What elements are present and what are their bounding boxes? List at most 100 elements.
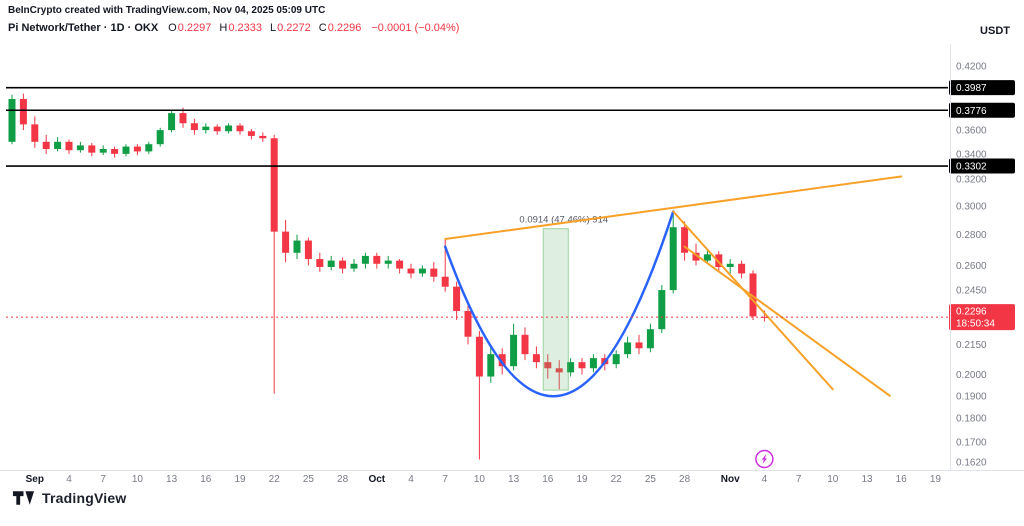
time-tick-label: 25: [645, 474, 657, 485]
time-tick-label: 19: [234, 474, 246, 485]
candle-body: [612, 354, 620, 365]
candle-body: [555, 368, 563, 373]
time-tick-label: 16: [896, 474, 908, 485]
candle-body: [384, 260, 392, 264]
candle-body: [692, 252, 700, 261]
time-tick-label: 4: [66, 474, 72, 485]
candle-body: [202, 126, 210, 131]
time-tick-label: 16: [542, 474, 554, 485]
cup-pattern-curve[interactable]: [443, 210, 675, 398]
price-range-measurement[interactable]: 0.0914 (47.46%) 914: [519, 215, 608, 391]
candle-body: [726, 263, 734, 267]
price-level-badge: 0.3987: [949, 80, 1015, 96]
candle-body: [624, 342, 632, 355]
candle-body: [225, 125, 233, 132]
candle-body: [760, 316, 768, 318]
chart-canvas[interactable]: [0, 44, 950, 470]
time-tick-label: 4: [408, 474, 414, 485]
time-tick-label: Oct: [368, 474, 385, 485]
candle-body: [133, 146, 141, 152]
candle-body: [99, 148, 107, 153]
candle-body: [350, 263, 358, 269]
time-tick-label: 19: [930, 474, 942, 485]
time-tick-label: 25: [303, 474, 315, 485]
candle-body: [316, 259, 324, 267]
candle-body: [156, 130, 164, 145]
candle-body: [396, 260, 404, 269]
time-tick-label: Nov: [721, 474, 740, 485]
candle-body: [236, 125, 244, 132]
ohlc-high: H0.2333: [219, 22, 262, 34]
candle-body: [635, 342, 643, 349]
time-tick-label: 16: [200, 474, 212, 485]
candle-body: [567, 362, 575, 373]
price-level-badge-text: 0.3302: [956, 162, 987, 173]
price-axis[interactable]: 0.4200 0.3600 0.3400 0.3200 0.3000 0.2800 0.26…: [956, 62, 987, 469]
ohlc-close: C0.2296: [318, 22, 362, 34]
time-tick-label: Sep: [26, 474, 44, 485]
tradingview-logo[interactable]: TradingView: [12, 489, 126, 507]
time-tick-label: 10: [474, 474, 486, 485]
time-tick-label: 13: [861, 474, 873, 485]
candle-body: [475, 336, 483, 377]
price-tick-label: 0.2450: [956, 286, 987, 297]
last-price-value: 0.2296: [956, 307, 987, 318]
price-tick-label: 0.3200: [956, 175, 987, 186]
candle-body: [749, 273, 757, 317]
candle-body: [88, 145, 96, 153]
candle-body: [510, 334, 518, 367]
time-tick-label: 7: [100, 474, 106, 485]
candle-body: [361, 255, 369, 264]
candle-body: [589, 358, 597, 369]
candle-body: [681, 227, 689, 253]
candle-body: [293, 240, 301, 253]
price-tick-label: 0.2600: [956, 261, 987, 272]
time-tick-label: 7: [796, 474, 802, 485]
symbol-title[interactable]: Pi Network/Tether · 1D · OKX: [8, 22, 159, 34]
candle-body: [42, 141, 50, 149]
candle-body: [464, 310, 472, 337]
price-tick-label: 0.2800: [956, 230, 987, 241]
candle-body: [532, 354, 540, 363]
candle-body: [327, 260, 335, 267]
price-tick-label: 0.4200: [956, 62, 987, 73]
time-tick-label: 4: [762, 474, 768, 485]
event-lightning-marker[interactable]: [755, 449, 774, 469]
candle-body: [373, 255, 381, 264]
trendline-falling-channel-upper[interactable]: [672, 210, 834, 391]
time-tick-label: 13: [166, 474, 178, 485]
tradingview-logo-text: TradingView: [42, 490, 127, 506]
candle-body: [76, 145, 84, 151]
trendline-ascending-resistance[interactable]: [444, 175, 903, 241]
candle-body: [270, 138, 278, 232]
measurement-box: [542, 228, 569, 391]
price-tick-label: 0.3600: [956, 126, 987, 137]
candle-body: [168, 113, 176, 131]
price-tick-label: 0.2000: [956, 370, 987, 381]
candle-body: [339, 260, 347, 269]
price-tick-label: 0.1700: [956, 438, 987, 449]
symbol-info-row: Pi Network/Tether · 1D · OKX O0.2297 H0.…: [8, 22, 459, 34]
candle-body: [282, 231, 290, 253]
candle-body: [418, 268, 426, 274]
candle-body: [578, 362, 586, 369]
price-tick-label: 0.2150: [956, 340, 987, 351]
candle-body: [407, 268, 415, 274]
candle-body: [738, 263, 746, 274]
price-tick-label: 0.1800: [956, 414, 987, 425]
tradingview-logo-icon: [12, 491, 35, 505]
time-axis[interactable]: Sep 4 7 10 13 16 19 22 25 28 Oct 4 7 10 13 16 19 22 25 28 No…: [26, 474, 942, 485]
candle-body: [54, 141, 62, 149]
candle-body: [646, 329, 654, 349]
price-tick-label: 0.1900: [956, 391, 987, 402]
candle-body: [179, 113, 187, 124]
attribution-text: BeInCrypto created with TradingView.com,…: [8, 5, 326, 16]
candle-body: [304, 240, 312, 260]
trendline-falling-channel-lower[interactable]: [683, 245, 891, 397]
ohlc-values: O0.2297 H0.2333 L0.2272 C0.2296: [168, 22, 361, 34]
candle-body: [122, 146, 130, 154]
price-tick-label: 0.1620: [956, 458, 987, 469]
